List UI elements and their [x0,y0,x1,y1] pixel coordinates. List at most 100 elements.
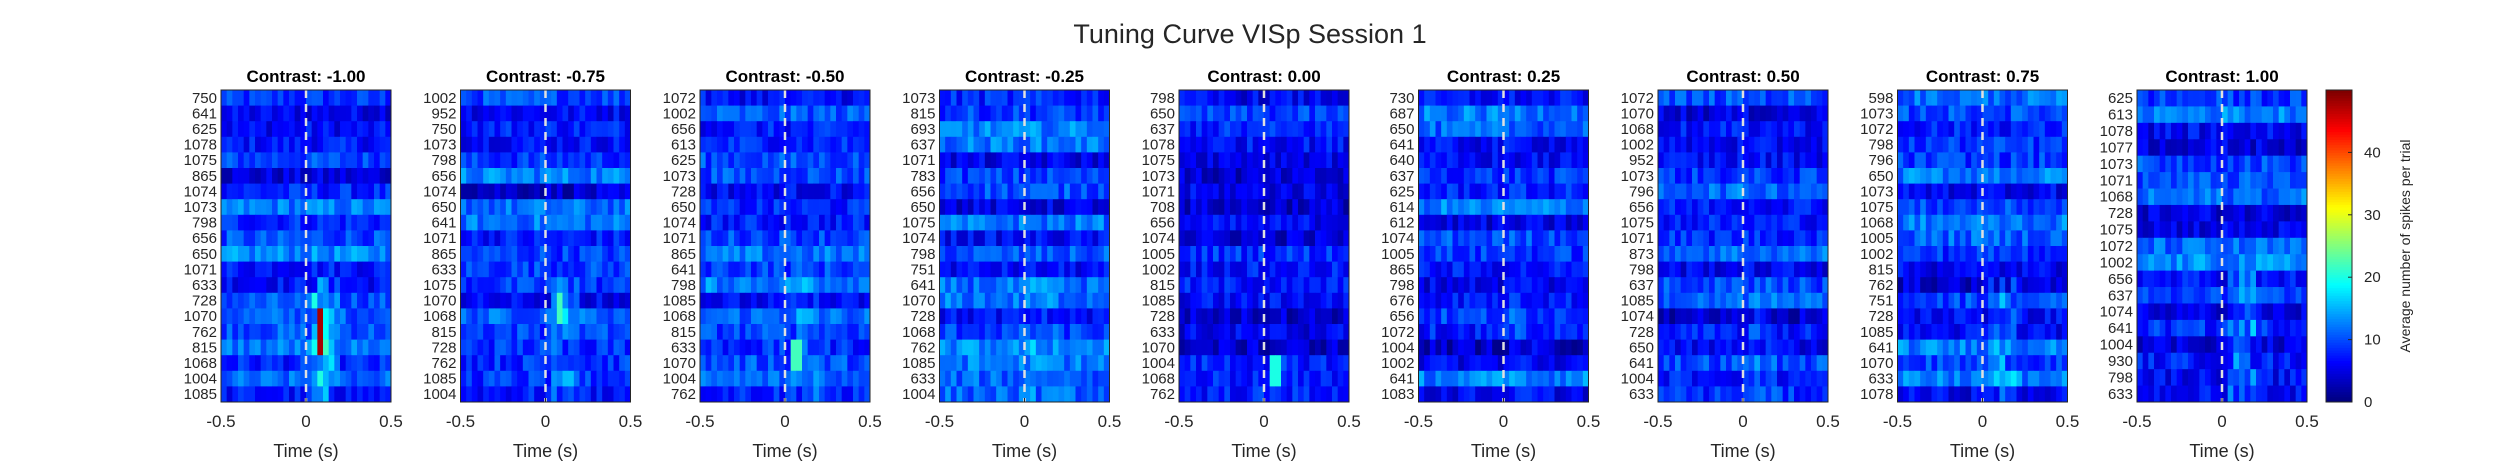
heatmap-cell [1965,168,1972,184]
heatmap-cell [477,292,484,309]
x-tick-label: 0.5 [1577,412,1601,431]
heatmap-cell [345,136,352,153]
heatmap-cell [1418,105,1425,122]
heatmap-cell [1737,292,1744,309]
heatmap-cell [830,105,837,122]
heatmap-cell [534,339,541,356]
heatmap-cell [1429,199,1436,216]
heatmap-cell [1441,121,1448,138]
heatmap-cell [1748,277,1755,294]
heatmap-cell [1680,292,1687,309]
heatmap-cell [1503,183,1510,200]
heatmap-cell [590,199,597,216]
y-tick-label: 1075 [423,277,456,294]
heatmap-cell [773,152,780,169]
heatmap-cell [1179,261,1186,278]
heatmap-cell [1064,386,1071,403]
heatmap-cell [1292,136,1299,153]
heatmap-cell [579,183,586,200]
heatmap-cell [1692,246,1699,262]
heatmap-cell [1754,339,1761,356]
heatmap-cell [1332,386,1339,403]
heatmap-cell [1064,246,1071,262]
heatmap-cell [1503,277,1510,294]
heatmap-cell [1520,121,1527,138]
heatmap-cell [1326,246,1333,262]
heatmap-cell [984,292,991,309]
heatmap-cell [1931,199,1938,216]
heatmap-cell [990,246,997,262]
heatmap-cell [1942,370,1949,387]
heatmap-cell [967,355,974,372]
heatmap-cell [238,121,245,138]
heatmap-cell [1565,324,1572,340]
heatmap-cell [1298,121,1305,138]
heatmap-cell [1999,277,2006,294]
heatmap-cell [317,121,324,138]
heatmap-cell [819,261,826,278]
heatmap-cell [362,339,369,356]
heatmap-cell [864,230,871,247]
heatmap-cell [1675,386,1682,403]
heatmap-cell [1446,339,1453,356]
heatmap-cell [596,121,603,138]
heatmap-cell [362,168,369,184]
heatmap-cell [1543,105,1550,122]
heatmap-cell [1782,152,1789,169]
y-tick-label: 633 [910,371,935,388]
heatmap-cell [1925,214,1932,231]
y-tick-label: 1070 [1621,105,1654,122]
heatmap-cell [802,168,809,184]
heatmap-cell [1754,214,1761,231]
heatmap-cell [374,386,381,403]
heatmap-cell [1326,90,1333,106]
heatmap-cell [847,324,854,340]
heatmap-cell [368,90,375,106]
heatmap-cell [1709,214,1716,231]
heatmap-cell [539,386,546,403]
heatmap-cell [1743,214,1750,231]
heatmap-cell [2061,261,2068,278]
heatmap-cell [579,136,586,153]
heatmap-cell [1103,277,1110,294]
heatmap-cell [260,230,267,247]
heatmap-cell [1047,355,1054,372]
heatmap-cell [1897,105,1904,122]
heatmap-cell [385,230,392,247]
heatmap-cell [717,339,724,356]
heatmap-cell [2050,230,2057,247]
heatmap-cell [260,292,267,309]
heatmap-cell [243,261,250,278]
heatmap-cell [830,214,837,231]
heatmap-cell [864,214,871,231]
heatmap-cell [249,168,256,184]
heatmap-cell [1560,90,1567,106]
heatmap-cell [1292,214,1299,231]
heatmap-cell [1086,308,1093,325]
heatmap-cell [1463,246,1470,262]
heatmap-cell [505,292,512,309]
heatmap-cell [1064,355,1071,372]
heatmap-cell [272,277,279,294]
heatmap-cell [1058,386,1065,403]
heatmap-cell [1799,339,1806,356]
heatmap-cell [1320,183,1327,200]
heatmap-cell [466,370,473,387]
heatmap-cell [1931,168,1938,184]
heatmap-cell [1680,324,1687,340]
heatmap-cell [539,339,546,356]
heatmap-cell [1315,230,1322,247]
heatmap-cell [853,355,860,372]
heatmap-cell [619,370,626,387]
heatmap-cell [1675,339,1682,356]
heatmap-cell [1897,183,1904,200]
heatmap-cell [1799,261,1806,278]
heatmap-cell [345,324,352,340]
heatmap-cell [785,324,792,340]
heatmap-cell [2039,355,2046,372]
heatmap-cell [1497,355,1504,372]
heatmap-cell [990,199,997,216]
heatmap-cell [1103,105,1110,122]
heatmap-cell [351,261,358,278]
heatmap-cell [590,214,597,231]
